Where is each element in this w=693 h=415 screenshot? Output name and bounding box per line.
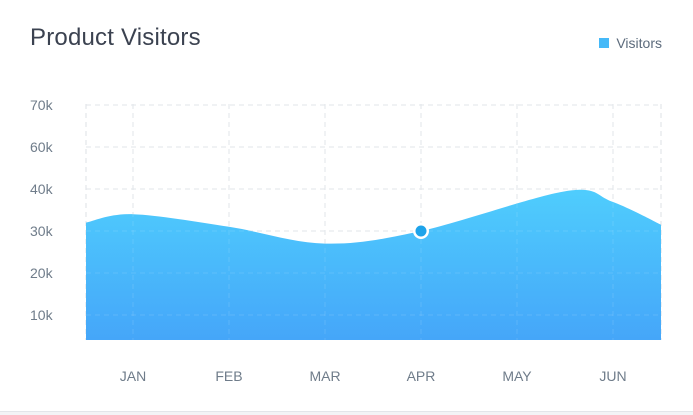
y-tick-label: 70k [30, 97, 54, 113]
y-tick-label: 10k [30, 307, 54, 323]
legend[interactable]: Visitors [599, 35, 662, 51]
grid-overlay [86, 104, 661, 340]
y-axis: 10k 20k 30k 40k 60k 70k [30, 97, 54, 323]
y-tick-label: 20k [30, 265, 54, 281]
y-tick-label: 30k [30, 223, 54, 239]
x-axis: JAN FEB MAR APR MAY JUN [120, 368, 627, 384]
x-tick-label: MAY [502, 368, 532, 384]
x-tick-label: JUN [599, 368, 626, 384]
chart-title: Product Visitors [30, 24, 201, 51]
y-tick-label: 40k [30, 181, 54, 197]
x-tick-label: JAN [120, 368, 146, 384]
x-tick-label: MAR [309, 368, 340, 384]
data-point-marker [415, 225, 427, 237]
x-tick-label: APR [407, 368, 436, 384]
marker-layer [413, 223, 429, 239]
x-tick-label: FEB [215, 368, 242, 384]
y-tick-label: 60k [30, 139, 54, 155]
visitors-area [86, 189, 661, 340]
area-series [86, 189, 661, 340]
legend-swatch [599, 38, 610, 48]
legend-label: Visitors [616, 35, 662, 51]
